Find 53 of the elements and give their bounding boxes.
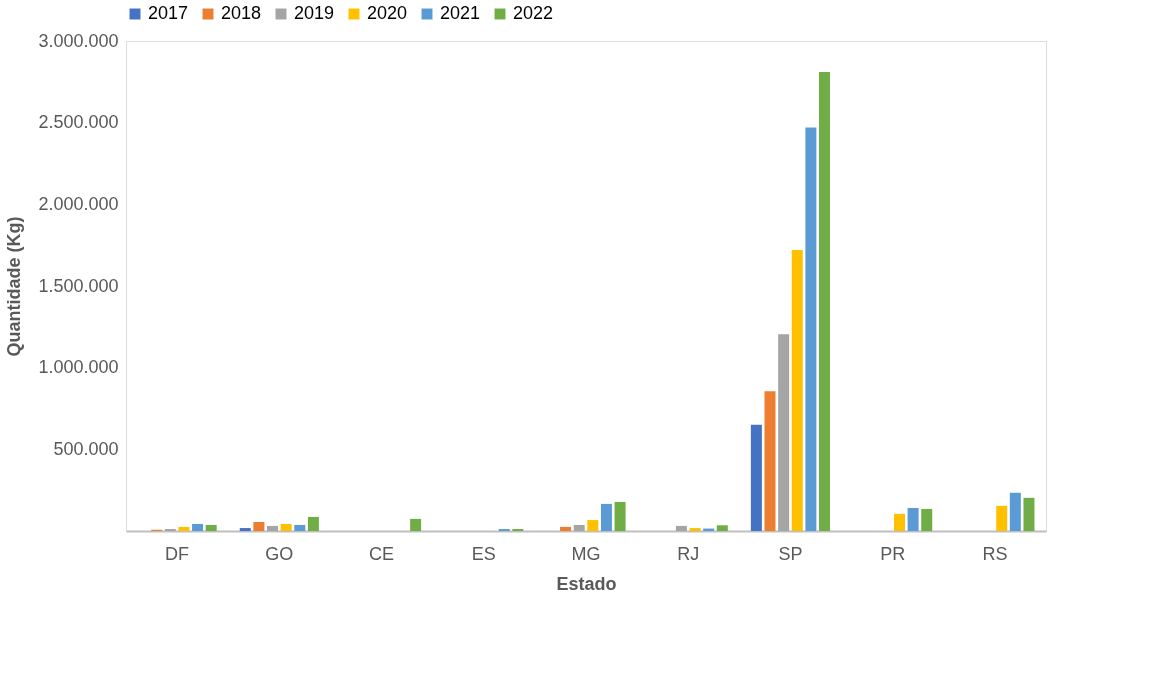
y-tick-label: 1.500.000 (38, 275, 119, 296)
legend-label: 2022 (513, 3, 554, 23)
x-tick-label: MG (571, 543, 601, 564)
bar (1009, 492, 1021, 531)
bar (764, 391, 776, 531)
x-tick-label: GO (265, 543, 294, 564)
bar (805, 127, 817, 531)
legend-label: 2017 (148, 3, 189, 23)
bar (294, 524, 306, 531)
x-tick-label: RS (982, 543, 1008, 564)
y-tick-label: 1.000.000 (38, 357, 119, 378)
bar (893, 513, 905, 531)
bar (750, 424, 762, 531)
bar (996, 505, 1008, 531)
bar (819, 72, 831, 531)
bar (907, 507, 919, 531)
y-tick-label: 3.000.000 (38, 30, 119, 51)
bar (600, 503, 612, 531)
bar (614, 501, 626, 531)
x-tick-label: SP (778, 543, 803, 564)
bar (239, 528, 251, 531)
legend-label: 2020 (367, 3, 408, 23)
bar (921, 508, 933, 531)
bar (689, 528, 701, 531)
legend-label: 2018 (221, 3, 262, 23)
legend-label: 2021 (440, 3, 481, 23)
bar (560, 526, 572, 531)
y-tick-label: 2.500.000 (38, 112, 119, 133)
y-tick-label: 2.000.000 (38, 193, 119, 214)
bar (675, 525, 687, 531)
bar (178, 526, 190, 531)
legend-label: 2019 (294, 3, 335, 23)
x-tick-label: PR (880, 543, 906, 564)
bar (280, 523, 292, 531)
bar (267, 525, 279, 531)
bar (587, 520, 599, 531)
bar (573, 524, 585, 531)
y-axis-title: Quantidade (Kg) (4, 216, 25, 357)
bar (716, 525, 728, 531)
bar (1023, 497, 1035, 531)
bar (410, 518, 422, 531)
bar (192, 523, 204, 531)
bar (253, 522, 265, 531)
y-tick-label: 500.000 (53, 438, 119, 459)
x-tick-label: ES (471, 543, 496, 564)
x-tick-label: DF (165, 543, 190, 564)
bar (307, 516, 319, 531)
x-tick-label: RJ (677, 543, 700, 564)
bar (778, 334, 790, 531)
bar (791, 250, 803, 531)
x-axis-title: Estado (556, 573, 617, 594)
x-tick-label: CE (369, 543, 395, 564)
bar (205, 524, 217, 531)
